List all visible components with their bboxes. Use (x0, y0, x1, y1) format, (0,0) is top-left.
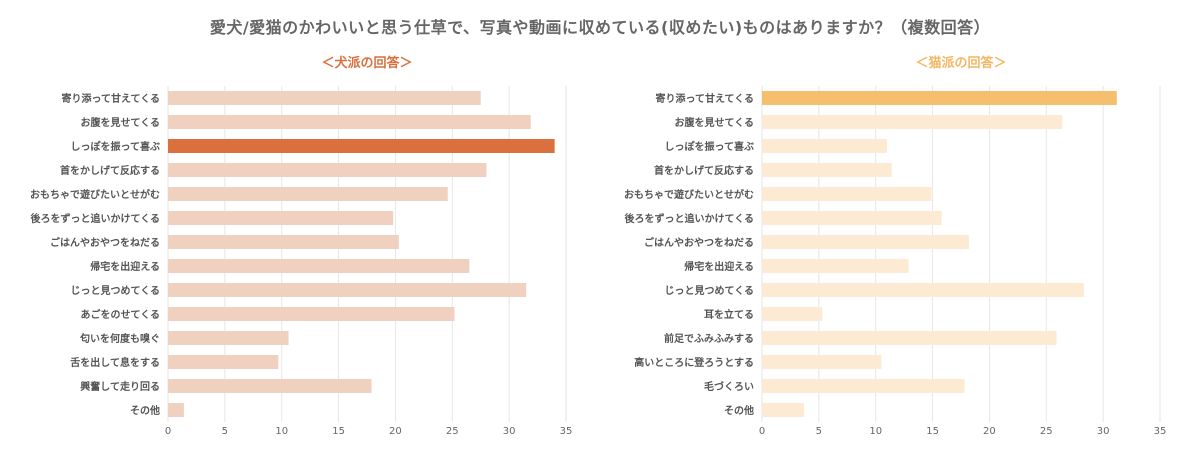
dog-x-tick-label: 15 (332, 426, 345, 437)
dog-category-label: お腹を見せてくる (81, 116, 161, 129)
dog-category-label: 舌を出して息をする (70, 356, 160, 369)
dog-bar (168, 403, 184, 417)
cat-x-tick-label: 25 (1040, 426, 1053, 437)
dog-bar (168, 187, 448, 201)
dog-bar (168, 355, 279, 369)
dog-category-label: 興奮して走り回る (80, 380, 160, 393)
dog-bar (168, 283, 527, 297)
dog-x-tick-label: 30 (503, 426, 516, 437)
cat-bar (762, 115, 1063, 129)
cat-category-label: しっぽを振って喜ぶ (665, 140, 755, 153)
cat-bar (762, 259, 909, 273)
dog-category-label: 首をかしげて反応する (60, 164, 160, 177)
cat-x-tick-label: 5 (816, 426, 822, 437)
dog-bar (168, 379, 372, 393)
cat-bar (762, 211, 942, 225)
cat-category-label: 高いところに登ろうとする (634, 356, 754, 369)
dog-bar (168, 91, 481, 105)
dog-category-label: 匂いを何度も嗅ぐ (79, 332, 160, 345)
dog-category-label: 帰宅を出迎える (90, 260, 160, 273)
dog-category-label: ごはんやおやつをねだる (50, 236, 160, 249)
cat-category-label: 耳を立てる (704, 308, 754, 321)
cat-bar (762, 307, 823, 321)
cat-bar (762, 283, 1084, 297)
cat-category-label: 帰宅を出迎える (684, 260, 754, 273)
cat-category-label: その他 (724, 404, 754, 417)
cat-x-tick-label: 0 (759, 426, 765, 437)
cat-bar (762, 163, 892, 177)
dog-bar (168, 235, 399, 249)
dog-bar (168, 259, 470, 273)
dog-bar (168, 307, 455, 321)
cat-category-label: お腹を見せてくる (675, 116, 755, 129)
cat-x-tick-label: 10 (869, 426, 882, 437)
cat-category-label: じっと見つめてくる (665, 285, 755, 297)
dog-category-label: あごをのせてくる (81, 308, 161, 321)
cat-category-label: ごはんやおやつをねだる (644, 236, 754, 249)
cat-bar (762, 187, 932, 201)
cat-bar (762, 91, 1117, 105)
cat-bar (762, 379, 965, 393)
dog-bar (168, 211, 394, 225)
cat-category-label: 後ろをずっと追いかけてくる (625, 212, 755, 225)
dog-bar (168, 163, 487, 177)
dog-chart: 0 5 10 15 20 25 30 35 寄り添って甘えてくるお腹を見せてくるしっぽを振って喜… (30, 86, 572, 437)
cat-category-label: 寄り添って甘えてくる (656, 92, 755, 105)
dog-x-tick-label: 5 (222, 426, 228, 437)
cat-x-tick-label: 15 (926, 426, 939, 437)
cat-category-label: 前足でふみふみする (664, 332, 754, 345)
dog-category-label: 寄り添って甘えてくる (62, 92, 161, 105)
dog-bar (168, 115, 531, 129)
cat-chart: 0 5 10 15 20 25 30 35 寄り添って甘えてくるお腹を見せてくるしっぽを振って喜… (624, 86, 1166, 437)
dog-x-tick-label: 20 (389, 426, 402, 437)
dog-x-tick-label: 25 (446, 426, 459, 437)
dog-category-label: おもちゃで遊びたいとせがむ (30, 188, 160, 201)
cat-x-tick-label: 35 (1154, 426, 1167, 437)
dog-x-tick-label: 0 (165, 426, 171, 437)
cat-bar (762, 331, 1057, 345)
dog-category-label: 後ろをずっと追いかけてくる (31, 212, 161, 225)
chart-main-title: 愛犬/愛猫のかわいいと思う仕草で、写真や動画に収めている(収めたい)ものはありま… (209, 18, 991, 37)
dog-x-tick-label: 10 (275, 426, 288, 437)
cat-bar (762, 403, 805, 417)
cat-x-tick-label: 30 (1097, 426, 1110, 437)
cat-category-label: おもちゃで遊びたいとせがむ (624, 188, 754, 201)
cat-panel-title: ＜猫派の回答＞ (915, 56, 1007, 71)
cat-category-label: 首をかしげて反応する (654, 164, 754, 177)
dog-panel-title: ＜犬派の回答＞ (321, 56, 413, 71)
dog-bar (168, 139, 555, 153)
cat-bar (762, 355, 882, 369)
cat-bar (762, 139, 888, 153)
dog-category-label: その他 (130, 404, 160, 417)
dog-bar (168, 331, 289, 345)
dog-category-label: しっぽを振って喜ぶ (71, 140, 161, 153)
cat-x-tick-label: 20 (983, 426, 996, 437)
cat-bar (762, 235, 969, 249)
dog-category-label: じっと見つめてくる (71, 285, 161, 297)
cat-category-label: 毛づくろい (704, 380, 754, 393)
dog-x-tick-label: 35 (560, 426, 573, 437)
